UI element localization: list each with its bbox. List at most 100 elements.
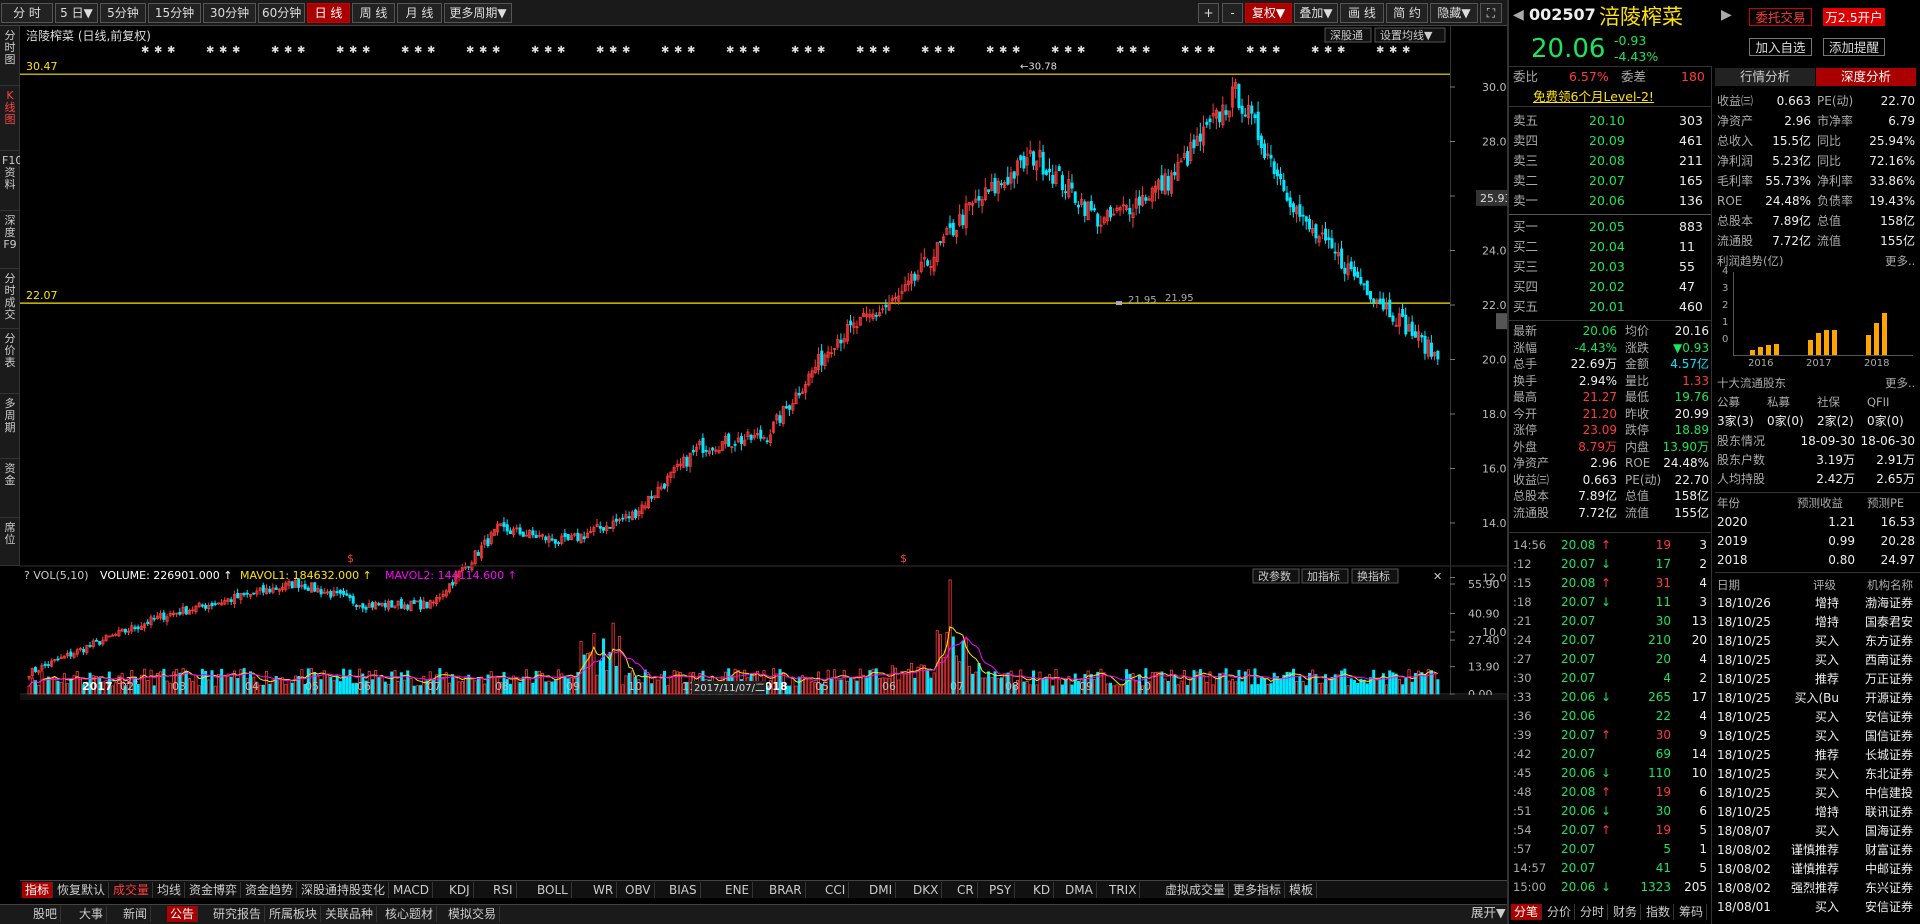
leftnav-item-5[interactable]: 分价表 [0, 329, 20, 394]
vol-bar [595, 674, 599, 695]
candle-body [1112, 213, 1116, 216]
indicator-tab-14[interactable]: ENE [722, 882, 754, 898]
indicator-tab-6[interactable]: 深股通持股变化 [298, 882, 390, 898]
info-tab-8[interactable]: 模拟交易 [445, 906, 501, 922]
indicator-tab-11[interactable]: WR [590, 882, 618, 898]
info-tab-6[interactable]: 关联品种 [322, 906, 378, 922]
indicator-tab-22[interactable]: DMA [1062, 882, 1097, 898]
period-btn-7[interactable]: 周 线 [352, 3, 395, 23]
candle-body [611, 520, 615, 529]
leftnav-item-3[interactable]: 深度F9 [0, 211, 20, 269]
vol-bar [505, 679, 509, 695]
indicator-tab-16[interactable]: CCI [822, 882, 850, 898]
tick-time: :57 [1513, 842, 1532, 856]
period-btn-5[interactable]: 60分钟 [258, 3, 305, 23]
period-btn-8[interactable]: 月 线 [397, 3, 442, 23]
quote-tab-0[interactable]: 分笔 [1511, 904, 1543, 920]
leftnav-item-4[interactable]: 分时成交 [0, 269, 20, 329]
period-btn-9[interactable]: 更多周期▼ [444, 3, 512, 23]
vol-bar [1282, 674, 1286, 695]
vol-bar [213, 685, 217, 695]
indicator-tab-15[interactable]: BRAR [766, 882, 806, 898]
tool-btn-7[interactable]: ⛶ [1480, 3, 1502, 23]
indicator-tab-12[interactable]: OBV [622, 882, 655, 898]
indicator-tab-7[interactable]: MACD [390, 882, 433, 898]
indicator-tab-17[interactable]: DMI [866, 882, 897, 898]
indicator-tab-23[interactable]: TRIX [1106, 882, 1141, 898]
period-btn-2[interactable]: 5分钟 [100, 3, 146, 23]
open-account-button[interactable]: 万2.5开户 [1823, 8, 1885, 26]
tool-btn-0[interactable]: + [1198, 3, 1219, 23]
indicator-tab-18[interactable]: DKX [910, 882, 943, 898]
add-alert-button[interactable]: 添加提醒 [1823, 38, 1885, 56]
candle-body [637, 510, 641, 516]
period-btn-0[interactable]: 分 时 [1, 3, 53, 23]
period-btn-3[interactable]: 15分钟 [148, 3, 201, 23]
vol-bar [929, 677, 933, 695]
indicator-tab-13[interactable]: BIAS [666, 882, 701, 898]
info-tab-1[interactable]: 大事 [76, 906, 108, 922]
tool-btn-5[interactable]: 简 约 [1386, 3, 1428, 23]
info-tab-5[interactable]: 所属板块 [266, 906, 322, 922]
period-btn-4[interactable]: 30分钟 [203, 3, 256, 23]
ask-label: 卖四 [1513, 133, 1539, 148]
date-axis-label: 09 [1079, 680, 1093, 693]
indicator-tab-0[interactable]: 指标 [22, 882, 54, 898]
quote-tab-5[interactable]: 筹码 [1676, 904, 1708, 920]
tool-btn-6[interactable]: 隐藏▼ [1430, 3, 1478, 23]
trade-button[interactable]: 委托交易 [1749, 8, 1812, 26]
expand-button[interactable]: 展开▼ [1471, 905, 1506, 920]
candle-body [303, 584, 307, 590]
candle-body [621, 517, 625, 520]
tool-btn-4[interactable]: 画 线 [1340, 3, 1384, 23]
add-watchlist-button[interactable]: 加入自选 [1749, 38, 1812, 56]
tick-time: :51 [1513, 804, 1532, 818]
quote-tab-4[interactable]: 指数 [1643, 904, 1675, 920]
leftnav-item-1[interactable]: K线图 [0, 86, 20, 151]
vol-bar [1067, 676, 1071, 695]
period-btn-6[interactable]: 日 线 [307, 3, 350, 23]
kline-svg[interactable]: 涪陵榨菜 (日线,前复权) 深股通 设置均线▼ ✱ ✱ ✱ ✱ ✱ ✱ ✱ ✱ ✱ ✱ ✱ ✱ ✱ ✱ ✱ ✱ ✱ ✱ ✱… [20, 26, 1514, 701]
stat-value: 19.76 [1674, 390, 1709, 404]
leftnav-item-2[interactable]: F10资料 [0, 151, 20, 211]
indicator-tab-25[interactable]: 更多指标 [1230, 882, 1286, 898]
indicator-tab-9[interactable]: RSI [490, 882, 517, 898]
info-tab-2[interactable]: 新闻 [120, 906, 152, 922]
tool-btn-1[interactable]: - [1222, 3, 1243, 23]
indicator-tab-3[interactable]: 均线 [154, 882, 186, 898]
candle-body [483, 539, 487, 545]
kline-chart-area[interactable]: 涪陵榨菜 (日线,前复权) 深股通 设置均线▼ ✱ ✱ ✱ ✱ ✱ ✱ ✱ ✱ ✱ ✱ ✱ ✱ ✱ ✱ ✱ ✱ ✱ ✱ ✱… [20, 26, 1514, 701]
tool-btn-3[interactable]: 叠加▼ [1294, 3, 1338, 23]
quote-tab-3[interactable]: 财务 [1610, 904, 1642, 920]
indicator-tab-10[interactable]: BOLL [534, 882, 572, 898]
info-tab-3[interactable]: 公告 [167, 906, 199, 922]
indicator-tab-21[interactable]: KD [1030, 882, 1055, 898]
indicator-tab-19[interactable]: CR [954, 882, 978, 898]
indicator-tab-1[interactable]: 恢复默认 [54, 882, 110, 898]
indicator-tab-5[interactable]: 资金趋势 [242, 882, 298, 898]
rating-date: 18/10/25 [1717, 767, 1771, 781]
info-tab-7[interactable]: 核心题材 [382, 906, 438, 922]
info-tab-0[interactable]: 股吧 [30, 906, 62, 922]
leftnav-item-8[interactable]: 席位 [0, 518, 20, 566]
indicator-tab-8[interactable]: KDJ [446, 882, 474, 898]
indicator-tab-20[interactable]: PSY [986, 882, 1016, 898]
leftnav-item-7[interactable]: 资金 [0, 459, 20, 518]
indicator-tab-4[interactable]: 资金博弈 [186, 882, 242, 898]
leftnav-item-6[interactable]: 多周期 [0, 394, 20, 459]
tool-btn-2[interactable]: 复权▼ [1245, 3, 1292, 23]
candle-body [114, 633, 118, 636]
deep-tab-1[interactable]: 深度分析 [1816, 68, 1916, 86]
indicator-tab-24[interactable]: 虚拟成交量 [1162, 882, 1230, 898]
period-btn-1[interactable]: 5 日▼ [55, 3, 98, 23]
info-tab-4[interactable]: 研究报告 [210, 906, 266, 922]
deep-tab-0[interactable]: 行情分析 [1715, 68, 1815, 86]
quote-tab-1[interactable]: 分价 [1544, 904, 1576, 920]
tick-price: 20.07 [1561, 861, 1596, 875]
holders-row-label: 人均持股 [1717, 472, 1766, 486]
leftnav-item-0[interactable]: 分时图 [0, 26, 20, 86]
quote-tab-2[interactable]: 分时 [1577, 904, 1609, 920]
indicator-tab-2[interactable]: 成交量 [110, 882, 154, 898]
indicator-tab-26[interactable]: 模板 [1286, 882, 1318, 898]
candle-body [168, 613, 172, 616]
